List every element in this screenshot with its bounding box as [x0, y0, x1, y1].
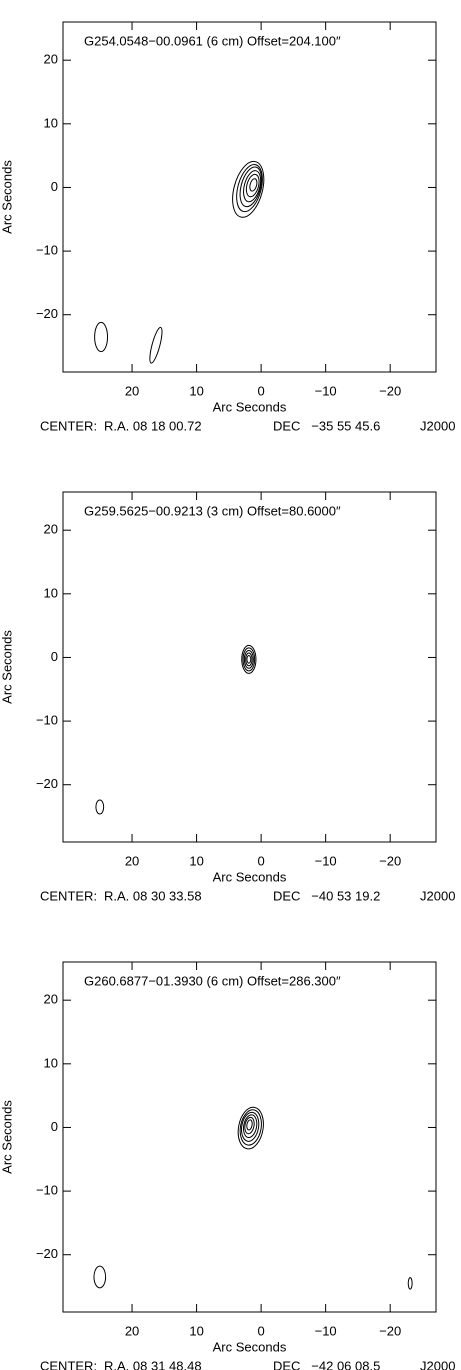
x-tick-label: −10: [315, 853, 337, 868]
chart-title: G260.6877−01.3930 (6 cm) Offset=286.300″: [84, 973, 341, 988]
x-tick-label: −20: [379, 383, 401, 398]
plot-frame: [62, 491, 437, 843]
x-tick-label: 20: [125, 853, 139, 868]
y-tick-label: −20: [36, 306, 58, 321]
contour: [245, 173, 260, 198]
contour: [236, 164, 263, 213]
contour: [244, 1116, 255, 1135]
y-tick-label: −10: [36, 1183, 58, 1198]
panel: 20 10 0 −10 −20 20 10 0 −10 −20 G260.6877−01.3930 …: [0, 961, 455, 1370]
x-axis-label: Arc Seconds: [213, 1339, 287, 1354]
center-label: CENTER:: [40, 1358, 97, 1370]
y-tick-label: −20: [36, 1246, 58, 1261]
center-dec: DEC −42 06 08.5: [273, 1358, 380, 1370]
contour: [242, 647, 256, 672]
x-tick-label: 20: [125, 383, 139, 398]
y-tick-label: 0: [51, 649, 58, 664]
center-epoch: J2000: [420, 418, 455, 433]
contour: [407, 1277, 413, 1290]
y-tick-label: 0: [51, 1119, 58, 1134]
contour: [242, 1114, 258, 1139]
y-axis-label: Arc Seconds: [0, 630, 14, 704]
x-tick-label: 10: [189, 1323, 203, 1338]
chart-title: G254.0548−00.0961 (6 cm) Offset=204.100″: [84, 33, 341, 48]
y-tick-label: 10: [44, 585, 58, 600]
contour: [239, 166, 263, 208]
center-epoch: J2000: [420, 1358, 455, 1370]
beam: [93, 1265, 107, 1289]
x-tick-label: 0: [257, 853, 264, 868]
y-axis-label: Arc Seconds: [0, 1100, 14, 1174]
contour: [241, 644, 257, 674]
y-axis-label: Arc Seconds: [0, 160, 14, 234]
center-epoch: J2000: [420, 888, 455, 903]
center-label: CENTER:: [40, 418, 97, 433]
plot-frame: [62, 961, 437, 1313]
contour: [249, 178, 258, 192]
contour: [241, 1111, 260, 1142]
chart-title: G259.5625−00.9213 (3 cm) Offset=80.6000″: [84, 503, 341, 518]
y-tick-label: −10: [36, 243, 58, 258]
contour: [246, 655, 252, 664]
x-tick-label: 20: [125, 1323, 139, 1338]
x-tick-label: 0: [257, 1323, 264, 1338]
contour: [243, 649, 254, 669]
x-tick-label: −10: [315, 383, 337, 398]
center-dec: DEC −35 55 45.6: [273, 418, 380, 433]
plot-frame: [62, 21, 437, 373]
y-tick-label: 20: [44, 52, 58, 67]
y-tick-label: 20: [44, 992, 58, 1007]
contour: [149, 326, 163, 364]
panel: 20 10 0 −10 −20 20 10 0 −10 −20 G254.0548−00.0961 …: [0, 21, 455, 433]
contour: [237, 1106, 264, 1150]
x-tick-label: −20: [379, 1323, 401, 1338]
y-tick-label: 20: [44, 522, 58, 537]
y-tick-label: 0: [51, 179, 58, 194]
center-ra: R.A. 08 30 33.58: [104, 888, 202, 903]
center-ra: R.A. 08 31 48.48: [104, 1358, 202, 1370]
y-tick-label: −10: [36, 713, 58, 728]
x-axis-label: Arc Seconds: [213, 399, 287, 414]
beam: [95, 799, 105, 815]
contour: [245, 652, 253, 667]
x-tick-label: 10: [189, 853, 203, 868]
center-dec: DEC −40 53 19.2: [273, 888, 380, 903]
x-axis-label: Arc Seconds: [213, 869, 287, 884]
beam: [94, 321, 109, 353]
y-tick-label: 10: [44, 1055, 58, 1070]
x-tick-label: −10: [315, 1323, 337, 1338]
contour: [243, 170, 262, 203]
contour: [232, 160, 265, 218]
center-ra: R.A. 08 18 00.72: [104, 418, 202, 433]
contour: [239, 1109, 262, 1146]
contour: [246, 1119, 253, 1131]
x-tick-label: 10: [189, 383, 203, 398]
x-tick-label: 0: [257, 383, 264, 398]
y-tick-label: −20: [36, 776, 58, 791]
x-tick-label: −20: [379, 853, 401, 868]
y-tick-label: 10: [44, 115, 58, 130]
panel: 20 10 0 −10 −20 20 10 0 −10 −20 G259.5625−00.9213 …: [0, 491, 455, 903]
center-label: CENTER:: [40, 888, 97, 903]
